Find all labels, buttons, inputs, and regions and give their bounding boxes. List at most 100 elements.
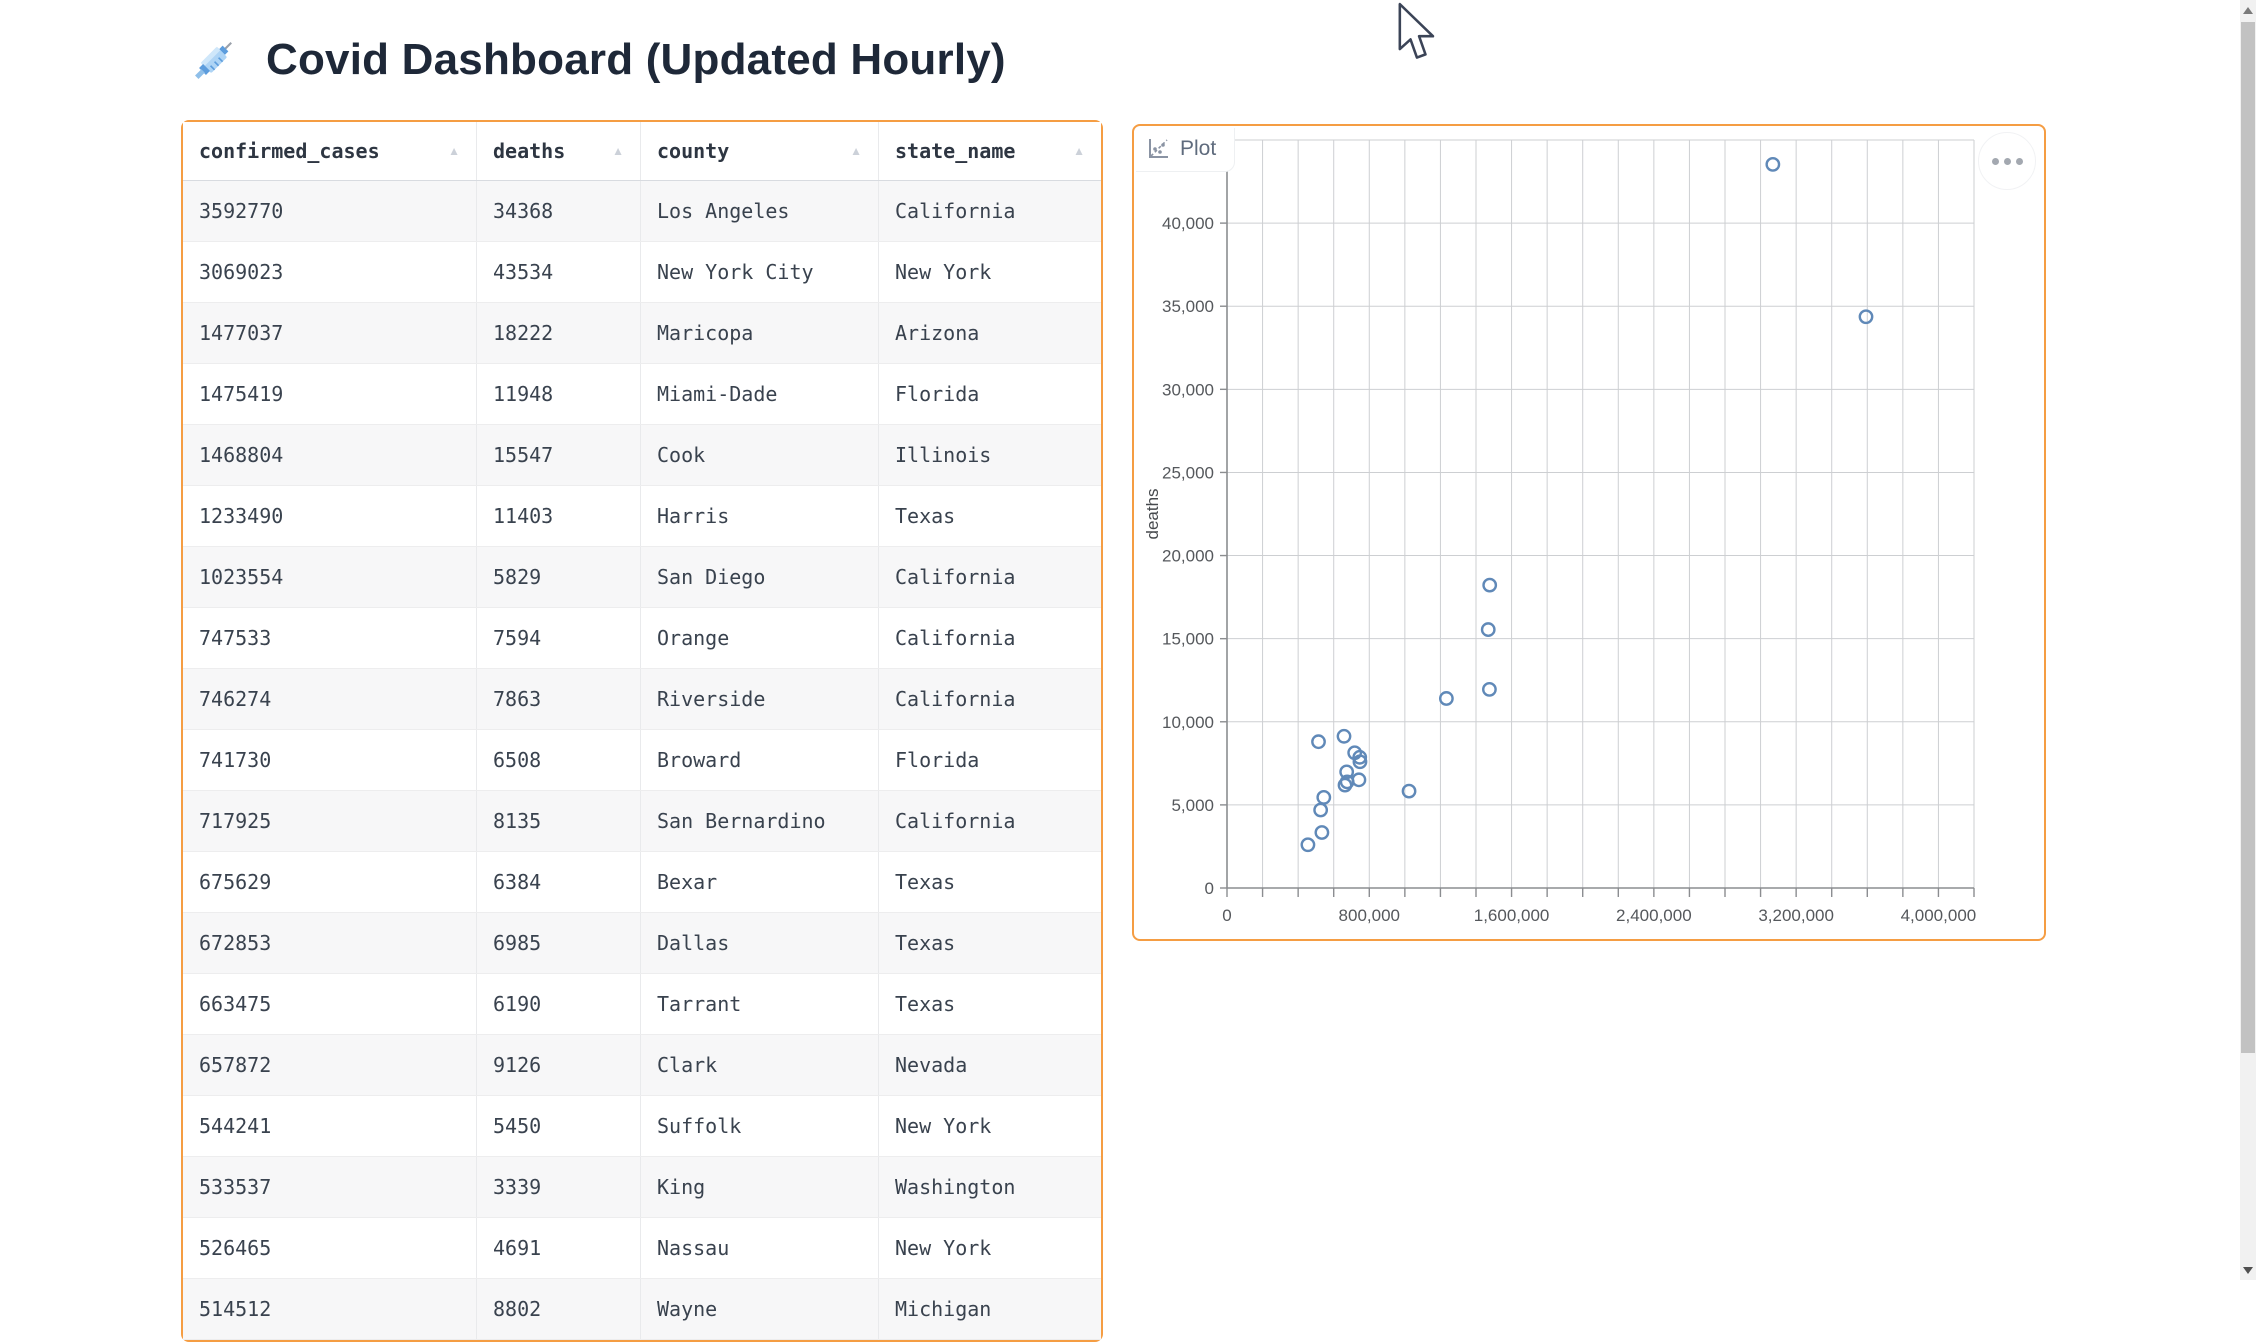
table-cell-deaths: 11948	[477, 364, 641, 424]
table-cell-confirmed_cases: 747533	[183, 608, 477, 668]
plot-tab-label: Plot	[1180, 137, 1217, 160]
table-cell-county: Bexar	[641, 852, 879, 912]
scatter-point	[1765, 156, 1781, 172]
table-row: 657872 9126 Clark Nevada	[183, 1035, 1101, 1096]
scatter-point	[1313, 802, 1329, 818]
table-cell-county: Cook	[641, 425, 879, 485]
plot-panel: Plot 0 800,000 1,600,000 2,400,000 3,200,000…	[1132, 124, 2046, 941]
table-row: 672853 6985 Dallas Texas	[183, 913, 1101, 974]
table-cell-confirmed_cases: 1023554	[183, 547, 477, 607]
table-row: 1023554 5829 San Diego California	[183, 547, 1101, 608]
table-cell-deaths: 9126	[477, 1035, 641, 1095]
page-header: Covid Dashboard (Updated Hourly)	[188, 34, 1006, 86]
table-cell-county: Broward	[641, 730, 879, 790]
table-cell-state_name: Arizona	[895, 321, 980, 345]
table-cell-state_name: California	[895, 687, 1016, 711]
table-cell-confirmed_cases: 1468804	[183, 425, 477, 485]
table-cell-state_name: Washington	[895, 1175, 1016, 1199]
table-cell-state_name: New York	[895, 260, 992, 284]
table-cell-deaths: 5450	[477, 1096, 641, 1156]
svg-text:5,000: 5,000	[1171, 796, 1214, 815]
table-row: 1475419 11948 Miami-Dade Florida	[183, 364, 1101, 425]
table-cell-state_name: Nevada	[895, 1053, 968, 1077]
svg-text:10,000: 10,000	[1162, 713, 1214, 732]
table-cell-confirmed_cases: 663475	[183, 974, 477, 1034]
table-row: 526465 4691 Nassau New York	[183, 1218, 1101, 1279]
table-cell-deaths: 7863	[477, 669, 641, 729]
scatter-point	[1482, 577, 1498, 593]
table-cell-confirmed_cases: 3592770	[183, 181, 477, 241]
table-cell-state_name: Florida	[895, 748, 980, 772]
svg-text:15,000: 15,000	[1162, 630, 1214, 649]
table-cell-county: Riverside	[641, 669, 879, 729]
table-row: 1233490 11403 Harris Texas	[183, 486, 1101, 547]
table-cell-county: Dallas	[641, 913, 879, 973]
table-cell-confirmed_cases: 544241	[183, 1096, 477, 1156]
y-axis-title: deaths	[1143, 488, 1162, 539]
scroll-down-arrow-icon[interactable]	[2240, 1260, 2256, 1280]
table-cell-deaths: 6508	[477, 730, 641, 790]
svg-text:1,600,000: 1,600,000	[1474, 906, 1550, 925]
scatter-point	[1438, 691, 1454, 706]
table-cell-deaths: 6985	[477, 913, 641, 973]
scatter-point	[1336, 728, 1352, 744]
table-cell-confirmed_cases: 1477037	[183, 303, 477, 363]
table-cell-county: San Diego	[641, 547, 879, 607]
table-cell-deaths: 7594	[477, 608, 641, 668]
column-header-state_name[interactable]: state_name ▲	[879, 122, 1101, 180]
plot-menu-button[interactable]	[1978, 132, 2036, 190]
scatter-point	[1858, 309, 1874, 325]
mouse-cursor	[1398, 2, 1435, 59]
table-cell-confirmed_cases: 526465	[183, 1218, 477, 1278]
plot-tab[interactable]: Plot	[1136, 128, 1236, 172]
covid-table: confirmed_cases ▲ deaths ▲ county ▲ state_name…	[181, 120, 1103, 1342]
vertical-scrollbar[interactable]	[2240, 0, 2256, 1280]
table-cell-deaths: 15547	[477, 425, 641, 485]
table-cell-deaths: 8802	[477, 1279, 641, 1339]
scatter-point	[1480, 622, 1496, 637]
table-cell-county: Miami-Dade	[641, 364, 879, 424]
table-cell-state_name: New York	[895, 1236, 992, 1260]
svg-text:20,000: 20,000	[1162, 547, 1214, 566]
table-cell-state_name: California	[895, 809, 1016, 833]
syringe-icon	[195, 42, 232, 79]
table-cell-deaths: 6384	[477, 852, 641, 912]
table-cell-deaths: 6190	[477, 974, 641, 1034]
table-cell-county: Orange	[641, 608, 879, 668]
table-cell-state_name: California	[895, 199, 1016, 223]
table-body: 3592770 34368 Los Angeles California 3069023…	[183, 181, 1101, 1340]
table-cell-confirmed_cases: 1233490	[183, 486, 477, 546]
svg-text:35,000: 35,000	[1162, 297, 1214, 316]
svg-text:4,000,000: 4,000,000	[1901, 906, 1977, 925]
table-cell-state_name: Texas	[895, 931, 956, 955]
column-header-confirmed_cases[interactable]: confirmed_cases ▲	[183, 122, 477, 180]
table-row: 3592770 34368 Los Angeles California	[183, 181, 1101, 242]
svg-text:30,000: 30,000	[1162, 380, 1214, 399]
table-cell-confirmed_cases: 514512	[183, 1279, 477, 1339]
table-cell-confirmed_cases: 746274	[183, 669, 477, 729]
x-axis-title: confirmed_cases	[1532, 938, 1668, 939]
table-row: 1468804 15547 Cook Illinois	[183, 425, 1101, 486]
scatter-point	[1351, 772, 1367, 788]
scroll-up-arrow-icon[interactable]	[2240, 0, 2256, 20]
table-row: 675629 6384 Bexar Texas	[183, 852, 1101, 913]
column-header-label: confirmed_cases	[199, 139, 380, 163]
scatter-chart-canvas: 0 800,000 1,600,000 2,400,000 3,200,000 4,000…	[1143, 139, 1977, 939]
table-cell-county: Los Angeles	[641, 181, 879, 241]
table-cell-county: Nassau	[641, 1218, 879, 1278]
table-cell-state_name: Texas	[895, 870, 956, 894]
scatter-point	[1347, 745, 1363, 761]
table-cell-deaths: 3339	[477, 1157, 641, 1217]
table-row: 717925 8135 San Bernardino California	[183, 791, 1101, 852]
table-cell-deaths: 11403	[477, 486, 641, 546]
column-header-label: state_name	[895, 139, 1016, 163]
table-cell-deaths: 34368	[477, 181, 641, 241]
scrollbar-thumb[interactable]	[2241, 22, 2255, 1053]
scatter-point	[1401, 783, 1417, 799]
table-cell-state_name: Texas	[895, 992, 956, 1016]
column-header-deaths[interactable]: deaths ▲	[477, 122, 641, 180]
sort-ascending-icon: ▲	[1073, 144, 1085, 158]
column-header-county[interactable]: county ▲	[641, 122, 879, 180]
column-header-label: deaths	[493, 139, 566, 163]
sort-ascending-icon: ▲	[448, 144, 460, 158]
